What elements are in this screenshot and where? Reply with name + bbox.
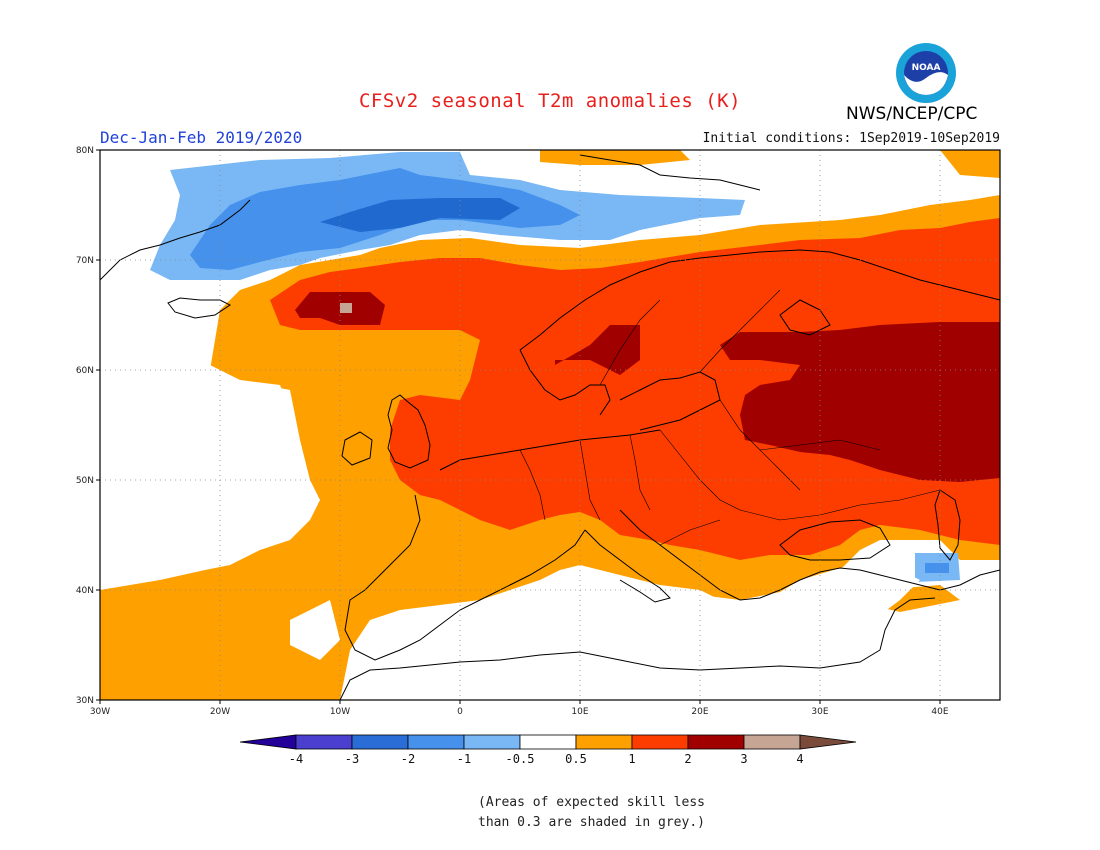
anomaly-map: 80N 70N 60N 50N 40N 30N 30W 20W 10W 0 10… (76, 146, 1001, 717)
coastline-baltic (619, 371, 721, 431)
skill-note-line1: (Areas of expected skill less (478, 795, 705, 810)
colorbar-segment (687, 734, 745, 750)
coastline-europe (439, 429, 661, 471)
colorbar-segment (575, 734, 633, 750)
coastlines (99, 154, 1001, 701)
anomaly-region-darkred-russia (720, 322, 1000, 482)
lon-label-10e: 10E (571, 707, 588, 717)
anomaly-region-white-atlantic (100, 292, 320, 585)
coastline-greenland (99, 199, 251, 281)
lat-label-30n: 30N (76, 696, 94, 706)
anomaly-cell-tan (340, 303, 352, 313)
colorbar-segment (743, 734, 801, 750)
lat-label-50n: 50N (76, 476, 94, 486)
colorbar-segment (631, 734, 689, 750)
colorbar-tick-m05: -0.5 (505, 752, 535, 766)
anomaly-region-white-med (340, 560, 1000, 700)
colorbar-tick-m1: -1 (456, 752, 472, 766)
coastline-norway-south (519, 349, 611, 416)
colorbar-tick-m3: -3 (344, 752, 360, 766)
graticule (100, 150, 1000, 700)
coastline-britain (387, 394, 431, 469)
anomaly-region-orange-arctic (540, 150, 690, 165)
lon-label-20e: 20E (691, 707, 708, 717)
coastline-ireland (341, 431, 373, 466)
lat-label-80n: 80N (76, 146, 94, 156)
colorbar-tick-3: 3 (740, 752, 748, 766)
coastline-scandinavia (519, 249, 1001, 351)
anomaly-fields (100, 150, 1000, 700)
colorbar-tick-1: 1 (628, 752, 636, 766)
anomaly-region-darkblue (320, 198, 520, 232)
lon-label-20w: 20W (210, 707, 230, 717)
colorbar-tick-4: 4 (796, 752, 804, 766)
anomaly-region-white-iberia (290, 600, 340, 660)
lat-label-60n: 60N (76, 366, 94, 376)
map-frame (99, 149, 1001, 701)
coastline-iceland (167, 297, 231, 319)
coastline-caspian (934, 489, 961, 561)
anomaly-region-orange-east (940, 150, 1000, 178)
coastline-biscay (344, 494, 586, 661)
colorbar-tick-m4: -4 (288, 752, 304, 766)
colorbar-segment (519, 734, 577, 750)
lon-label-10w: 10W (330, 707, 350, 717)
initial-conditions-label: Initial conditions: 1Sep2019-10Sep2019 (702, 131, 1000, 146)
agency-label: NWS/NCEP/CPC (846, 104, 978, 124)
lon-label-0: 0 (457, 707, 463, 717)
colorbar-segment (295, 734, 353, 750)
chart-title: CFSv2 seasonal T2m anomalies (K) (358, 90, 742, 112)
coastline-arctic-islands (579, 154, 761, 191)
colorbar-segments (239, 734, 857, 750)
lon-label-30w: 30W (90, 707, 110, 717)
anomaly-cell-blue-caspian (925, 563, 949, 573)
tick-marks (96, 149, 941, 704)
colorbar-tick-2: 2 (684, 752, 692, 766)
colorbar-tick-05: 0.5 (565, 752, 587, 766)
coastline-africa (339, 649, 881, 701)
anomaly-region-darkred-scandinavia (555, 325, 640, 375)
anomaly-region-red (270, 218, 1000, 560)
noaa-logo-text: NOAA (912, 63, 941, 73)
coastline-italy (584, 529, 671, 603)
coastline-mideast (879, 597, 936, 651)
noaa-logo: NOAA (896, 43, 956, 103)
season-label: Dec-Jan-Feb 2019/2020 (100, 128, 303, 147)
lon-label-30e: 30E (811, 707, 828, 717)
lat-label-70n: 70N (76, 256, 94, 266)
colorbar-tick-m2: -2 (400, 752, 416, 766)
coastline-blacksea (779, 519, 891, 561)
colorbar-arrow-left (239, 734, 297, 750)
colorbar (239, 734, 857, 750)
colorbar-segment (463, 734, 521, 750)
colorbar-arrow-right (799, 734, 857, 750)
lon-label-40e: 40E (931, 707, 948, 717)
colorbar-segment (351, 734, 409, 750)
lat-label-40n: 40N (76, 586, 94, 596)
skill-note-line2: than 0.3 are shaded in grey.) (478, 815, 705, 830)
skill-note: (Areas of expected skill less than 0.3 a… (478, 793, 728, 833)
colorbar-segment (407, 734, 465, 750)
coastline-balkans (619, 509, 1001, 601)
